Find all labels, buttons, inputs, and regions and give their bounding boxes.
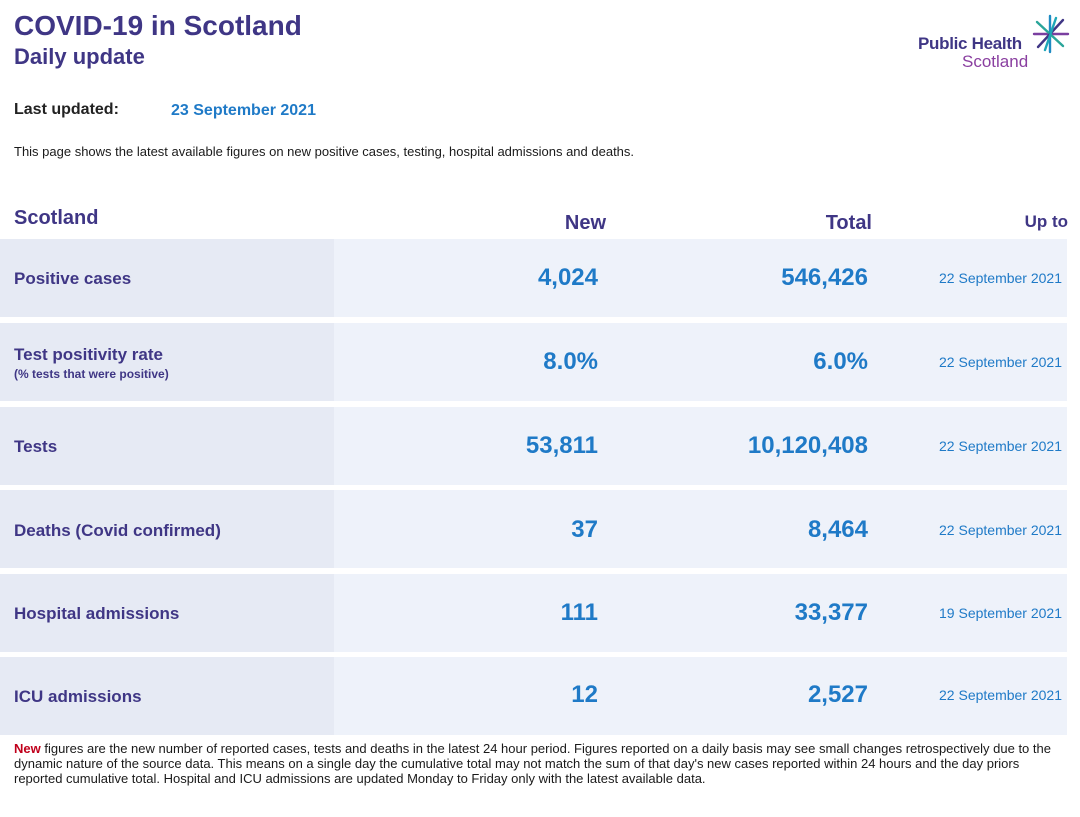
row-new-value: 37 bbox=[571, 516, 598, 543]
row-up-to-date: 22 September 2021 bbox=[939, 270, 1062, 286]
table-row-positive-cases: Positive cases 4,024 546,426 22 Septembe… bbox=[0, 239, 1067, 317]
row-new-value: 8.0% bbox=[543, 348, 598, 375]
row-label: Hospital admissions bbox=[14, 604, 180, 623]
footnote: New figures are the new number of report… bbox=[14, 741, 1064, 786]
logo-text-scotland: Scotland bbox=[962, 52, 1029, 71]
row-total-value: 33,377 bbox=[794, 599, 868, 626]
row-label-cell bbox=[0, 323, 334, 401]
row-new-value: 111 bbox=[560, 599, 598, 626]
last-updated-label: Last updated: bbox=[14, 101, 119, 118]
row-total-value: 10,120,408 bbox=[747, 432, 868, 459]
logo-text-public-health: Public Health bbox=[918, 34, 1022, 53]
column-header-new: New bbox=[564, 212, 606, 234]
column-header-total: Total bbox=[825, 212, 872, 234]
row-label: Test positivity rate bbox=[14, 345, 163, 364]
row-label: Tests bbox=[14, 437, 58, 456]
row-up-to-date: 22 September 2021 bbox=[939, 687, 1062, 703]
row-label: Deaths (Covid confirmed) bbox=[14, 521, 221, 540]
row-total-value: 8,464 bbox=[807, 516, 868, 543]
page-title: COVID-19 in Scotland bbox=[14, 10, 302, 41]
star-burst-icon bbox=[1032, 14, 1070, 54]
row-total-value: 6.0% bbox=[813, 348, 868, 375]
row-up-to-date: 22 September 2021 bbox=[939, 354, 1062, 370]
row-up-to-date: 19 September 2021 bbox=[939, 605, 1062, 621]
row-up-to-date: 22 September 2021 bbox=[939, 438, 1062, 454]
table-row-deaths: Deaths (Covid confirmed) 37 8,464 22 Sep… bbox=[0, 490, 1067, 568]
table-row-icu-admissions: ICU admissions 12 2,527 22 September 202… bbox=[0, 657, 1067, 735]
row-label-cell bbox=[0, 657, 334, 735]
row-new-value: 53,811 bbox=[525, 432, 598, 459]
row-label-cell bbox=[0, 407, 334, 485]
row-label-cell bbox=[0, 574, 334, 652]
column-header-up-to: Up to bbox=[1024, 212, 1068, 231]
footnote-highlight-new: New bbox=[14, 741, 41, 756]
intro-text: This page shows the latest available fig… bbox=[14, 144, 635, 159]
column-header-region: Scotland bbox=[14, 207, 99, 229]
row-label: Positive cases bbox=[14, 269, 132, 288]
row-new-value: 12 bbox=[571, 681, 598, 708]
row-total-value: 2,527 bbox=[807, 681, 868, 708]
public-health-scotland-logo: Public Health Scotland bbox=[914, 14, 1074, 74]
footnote-text: figures are the new number of reported c… bbox=[14, 741, 1051, 786]
row-label-cell bbox=[0, 239, 334, 317]
table-row-hospital-admissions: Hospital admissions 111 33,377 19 Septem… bbox=[0, 574, 1067, 652]
row-label: ICU admissions bbox=[14, 687, 142, 706]
table-row-test-positivity: Test positivity rate (% tests that were … bbox=[0, 323, 1067, 401]
table-row-tests: Tests 53,811 10,120,408 22 September 202… bbox=[0, 407, 1067, 485]
last-updated-value: 23 September 2021 bbox=[171, 102, 316, 119]
row-sublabel: (% tests that were positive) bbox=[14, 367, 169, 381]
row-new-value: 4,024 bbox=[537, 264, 598, 291]
page-subtitle: Daily update bbox=[14, 44, 145, 69]
row-label-cell bbox=[0, 490, 334, 568]
row-up-to-date: 22 September 2021 bbox=[939, 522, 1062, 538]
row-total-value: 546,426 bbox=[781, 264, 868, 291]
